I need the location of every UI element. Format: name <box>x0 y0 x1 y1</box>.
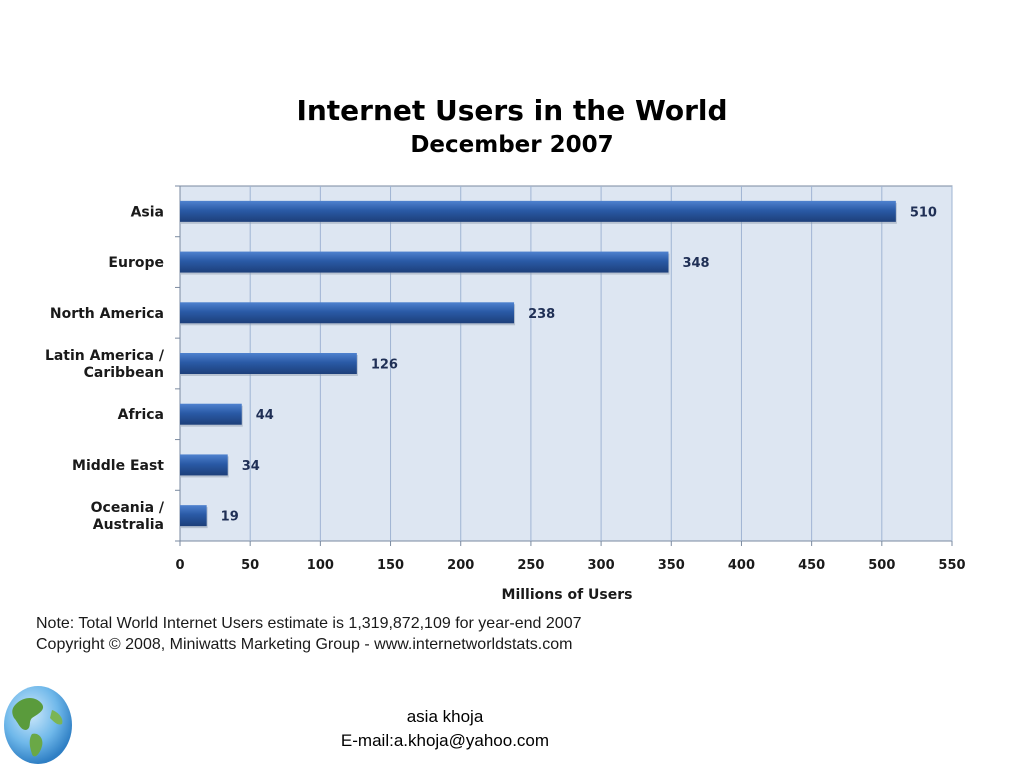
bar <box>180 251 669 273</box>
footer-name: asia khoja <box>406 707 484 726</box>
data-label: 348 <box>682 256 709 271</box>
x-tick-label: 50 <box>241 558 259 573</box>
category-label: Asia <box>131 204 164 220</box>
x-tick-label: 300 <box>588 558 615 573</box>
x-tick-label: 550 <box>938 558 965 573</box>
data-label: 510 <box>910 205 937 220</box>
bar <box>180 505 207 527</box>
category-label: North America <box>50 306 164 322</box>
x-tick-label: 350 <box>658 558 685 573</box>
bar <box>180 302 515 324</box>
globe-icon <box>4 686 72 764</box>
x-tick-label: 400 <box>728 558 755 573</box>
x-tick-label: 450 <box>798 558 825 573</box>
x-tick-label: 200 <box>447 558 474 573</box>
x-tick-label: 0 <box>175 558 184 573</box>
data-label: 19 <box>221 510 239 525</box>
x-tick-label: 100 <box>307 558 334 573</box>
chart-subtitle: December 2007 <box>410 132 614 158</box>
chart-title: Internet Users in the World <box>296 94 728 127</box>
data-label: 126 <box>371 358 398 373</box>
note-text: Note: Total World Internet Users estimat… <box>36 615 582 632</box>
bar <box>180 454 228 476</box>
x-tick-label: 250 <box>517 558 544 573</box>
footer-email[interactable]: E-mail:a.khoja@yahoo.com <box>340 731 550 750</box>
x-tick-label: 500 <box>868 558 895 573</box>
copyright-text: Copyright © 2008, Miniwatts Marketing Gr… <box>36 636 573 653</box>
x-axis-title: Millions of Users <box>502 587 633 603</box>
bar <box>180 353 357 374</box>
data-label: 34 <box>242 459 260 474</box>
data-label: 238 <box>528 307 555 322</box>
category-label: Africa <box>118 407 164 423</box>
bar <box>180 200 896 222</box>
data-label: 44 <box>256 408 274 423</box>
category-label: Europe <box>108 255 164 271</box>
category-label: Middle East <box>72 458 164 474</box>
bar-chart: 0 50 100 150 200 250 300 350 400 450 500 550 510 Asia… <box>45 185 966 603</box>
bar <box>180 403 242 425</box>
category-label: Oceania / Australia <box>91 500 165 533</box>
category-label: Latin America / Caribbean <box>45 348 165 381</box>
x-tick-label: 150 <box>377 558 404 573</box>
